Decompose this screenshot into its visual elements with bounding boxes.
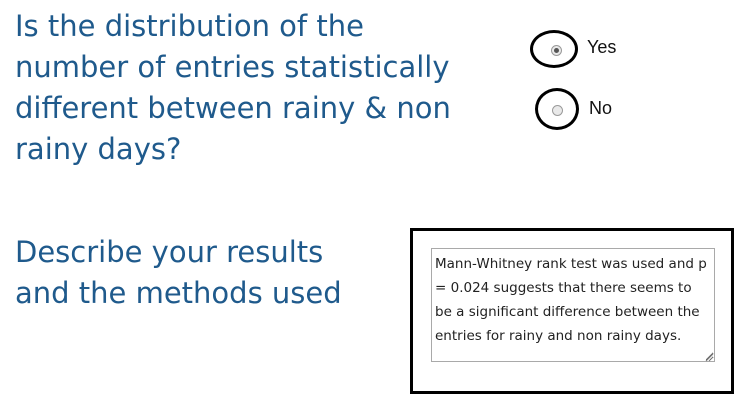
option-no[interactable]: No <box>535 86 665 132</box>
answer-textarea[interactable]: Mann-Whitney rank test was used and p = … <box>431 248 715 362</box>
question-heading: Is the distribution of the number of ent… <box>15 9 451 166</box>
option-no-label: No <box>589 98 613 118</box>
highlight-circle <box>530 30 578 68</box>
option-yes[interactable]: Yes <box>530 28 660 72</box>
describe-prompt: Describe your results and the methods us… <box>15 235 342 310</box>
radio-selected-dot <box>554 48 559 53</box>
resize-grip-icon[interactable] <box>704 352 714 362</box>
highlight-circle <box>535 88 579 130</box>
radio-button-no[interactable] <box>552 105 563 116</box>
option-yes-label: Yes <box>587 37 617 57</box>
radio-button-yes[interactable] <box>551 45 562 56</box>
answer-highlight-frame <box>410 228 734 394</box>
